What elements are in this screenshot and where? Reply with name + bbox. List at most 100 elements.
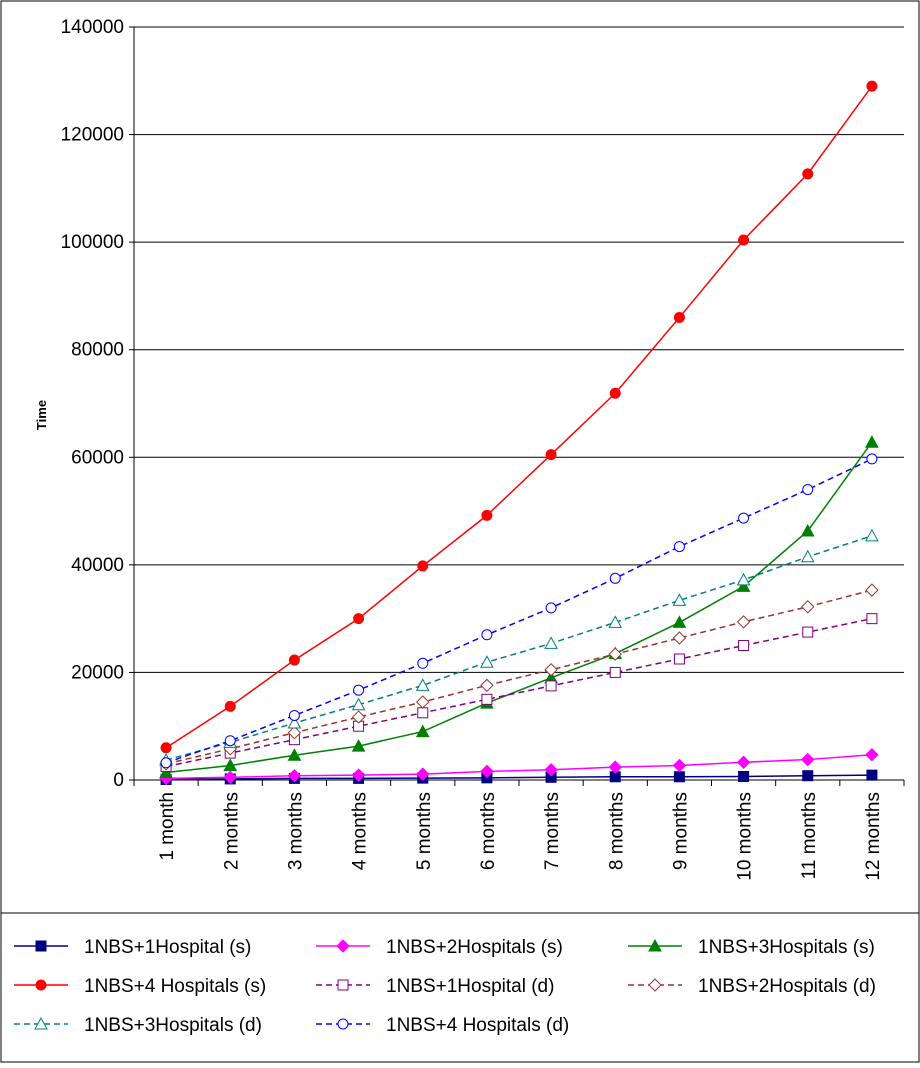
data-point <box>802 770 814 782</box>
data-point <box>736 579 751 592</box>
y-tick-label: 20000 <box>71 662 124 683</box>
legend-item: 1NBS+1Hospital (d) <box>316 976 554 997</box>
legend-label: 1NBS+2Hospitals (s) <box>386 937 563 958</box>
data-point <box>480 678 494 693</box>
data-point <box>34 1016 48 1030</box>
legend-item: 1NBS+3Hospitals (s) <box>628 937 875 958</box>
y-tick-label: 80000 <box>71 340 124 361</box>
data-point <box>800 523 815 537</box>
series-line <box>165 458 873 764</box>
data-point <box>648 978 662 992</box>
x-tick-label: 2 months <box>221 792 242 870</box>
series-line <box>165 617 873 768</box>
data-point <box>802 484 814 496</box>
data-point <box>417 657 429 669</box>
series-line <box>166 441 873 774</box>
data-point <box>609 572 621 584</box>
data-point <box>287 725 302 740</box>
data-point <box>673 771 685 783</box>
series-group <box>160 453 878 769</box>
data-point <box>672 593 687 606</box>
y-tick-label: 40000 <box>71 555 124 576</box>
series-line <box>165 589 873 765</box>
data-point <box>609 666 621 678</box>
legend-item: 1NBS+1Hospital (s) <box>14 937 251 958</box>
data-point <box>415 678 430 691</box>
x-tick-label: 12 months <box>863 792 884 881</box>
data-point <box>738 771 750 783</box>
data-point <box>351 739 366 752</box>
data-point <box>351 768 366 782</box>
gridlines <box>134 26 904 673</box>
data-point <box>224 735 236 747</box>
data-point <box>481 693 493 705</box>
data-point <box>609 387 621 399</box>
series-group <box>160 80 878 754</box>
x-tick-label: 3 months <box>285 792 306 870</box>
data-point <box>416 695 430 709</box>
data-point <box>866 80 878 92</box>
legend-item: 1NBS+4 Hospitals (d) <box>316 1015 569 1036</box>
legend-label: 1NBS+4 Hospitals (s) <box>84 976 266 997</box>
data-point <box>544 763 558 777</box>
data-point <box>415 724 430 738</box>
legend-label: 1NBS+4 Hospitals (d) <box>386 1015 569 1036</box>
data-point <box>608 760 622 774</box>
legend-item: 1NBS+2Hospitals (s) <box>316 937 563 958</box>
data-point <box>160 757 172 769</box>
data-point <box>545 602 557 614</box>
x-tick-label: 6 months <box>478 792 499 870</box>
legend-label: 1NBS+2Hospitals (d) <box>698 976 876 997</box>
data-point <box>608 647 622 661</box>
data-point <box>417 560 429 572</box>
legend-label: 1NBS+1Hospital (s) <box>84 937 251 958</box>
legend-item: 1NBS+4 Hospitals (s) <box>14 976 266 997</box>
y-axis-label: Time <box>34 400 49 430</box>
series-lines <box>159 80 879 786</box>
data-point <box>672 631 687 645</box>
legend-label: 1NBS+3Hospitals (s) <box>698 937 875 958</box>
data-point <box>865 528 879 542</box>
y-tick-label: 100000 <box>61 232 124 253</box>
data-point <box>736 572 751 586</box>
data-point <box>480 764 494 779</box>
data-point <box>608 615 623 628</box>
y-tick-label: 60000 <box>71 447 124 468</box>
data-point <box>337 979 349 991</box>
data-point <box>801 752 815 767</box>
series-group <box>159 748 879 786</box>
data-point <box>223 770 237 785</box>
legend-label: 1NBS+3Hospitals (d) <box>84 1015 262 1036</box>
series-group <box>159 583 879 771</box>
data-point <box>738 234 750 246</box>
data-point <box>224 700 236 712</box>
data-point <box>288 654 300 666</box>
x-axis: 1 month 2 months 3 months 4 months 5 months 6… <box>133 779 905 881</box>
data-point <box>545 449 557 461</box>
data-point <box>416 767 430 781</box>
data-point <box>865 435 879 448</box>
data-point <box>866 453 878 465</box>
series-line <box>166 753 872 780</box>
data-point <box>287 715 302 729</box>
data-point <box>481 629 493 641</box>
y-axis: 0 20000 40000 60000 80000 100000 120000 140000 <box>61 17 135 791</box>
legend-label: 1NBS+1Hospital (d) <box>386 976 554 997</box>
x-tick-label: 9 months <box>670 792 691 870</box>
data-point <box>673 653 685 665</box>
data-point <box>672 615 687 628</box>
data-point <box>672 758 687 773</box>
data-point <box>738 512 750 524</box>
data-point <box>545 680 557 692</box>
data-point <box>417 707 429 719</box>
data-point <box>337 1018 349 1030</box>
data-point <box>673 311 685 323</box>
data-point <box>802 168 814 180</box>
data-point <box>351 697 366 711</box>
y-tick-label: 140000 <box>61 17 124 38</box>
data-point <box>480 655 494 668</box>
data-point <box>353 684 365 696</box>
